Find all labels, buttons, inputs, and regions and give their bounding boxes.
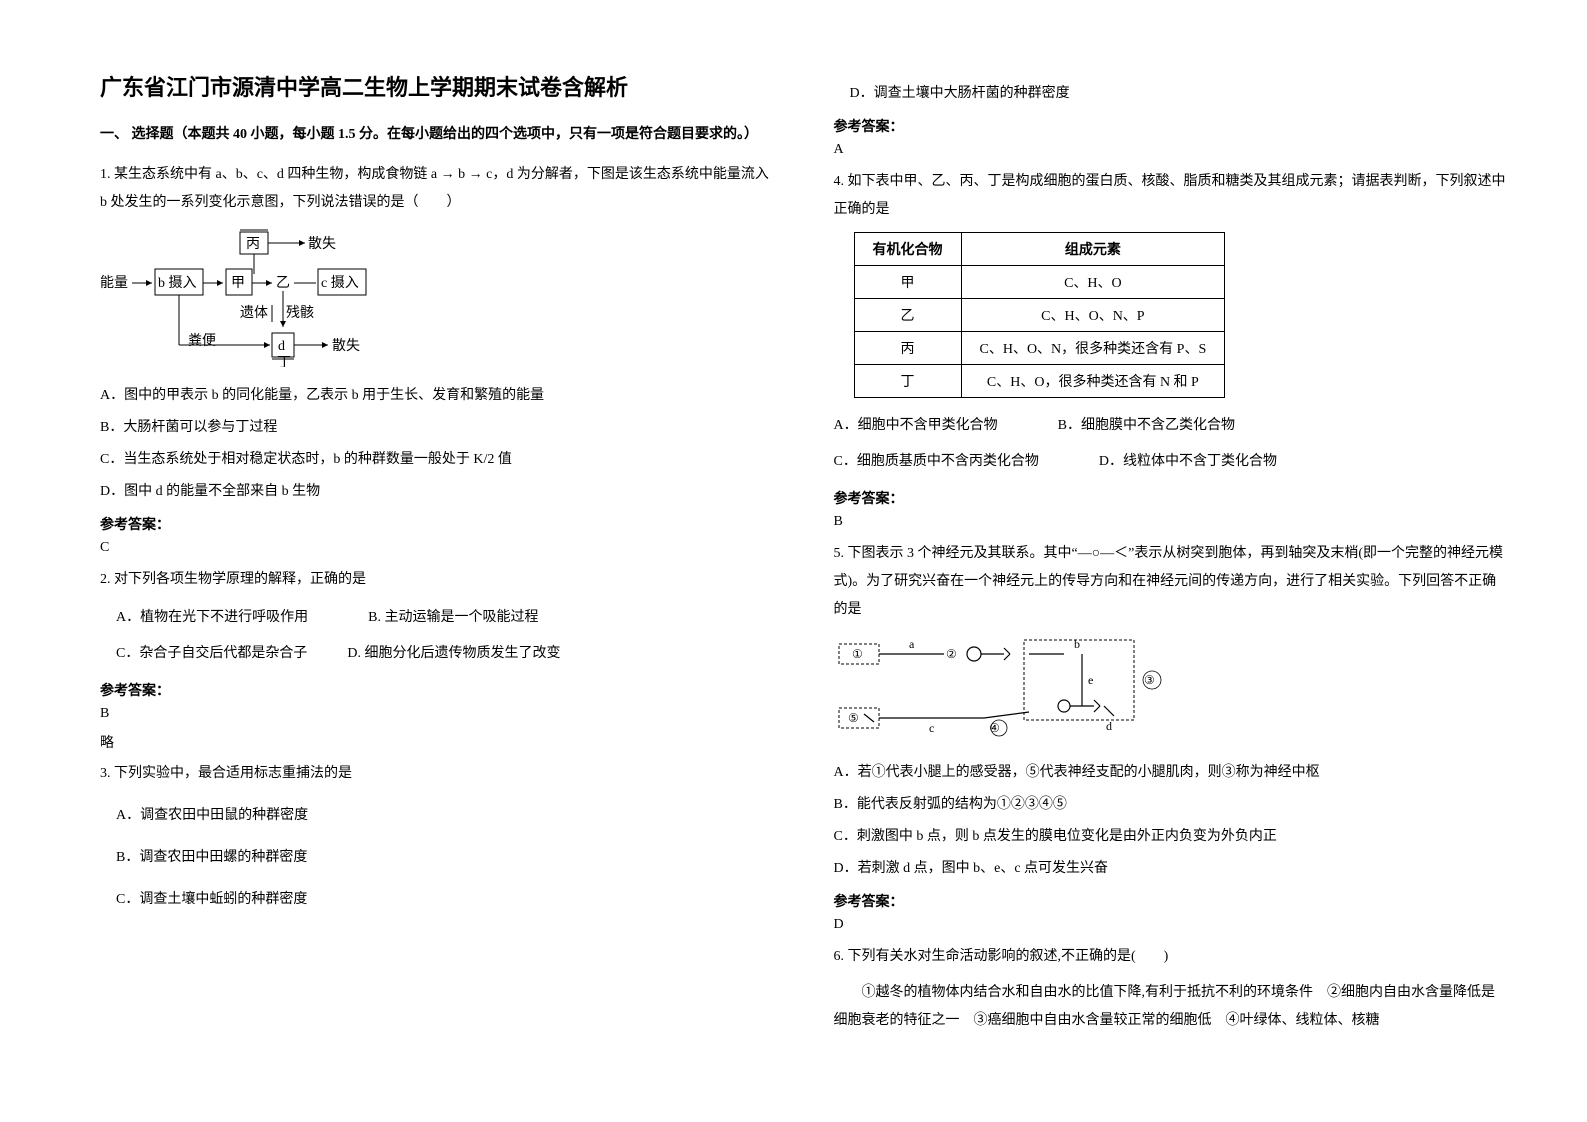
q2-ans-label: 参考答案： (100, 680, 774, 700)
svg-text:粪便: 粪便 (188, 333, 216, 349)
q1-stem: 1. 某生态系统中有 a、b、c、d 四种生物，构成食物链 a → b → c，… (100, 161, 774, 217)
q4-r0c1: C、H、O (961, 266, 1225, 299)
q4-ans-label: 参考答案： (834, 488, 1508, 508)
svg-text:d: d (278, 339, 285, 354)
q1-optC: C．当生态系统处于相对稳定状态时，b 的种群数量一般处于 K/2 值 (100, 446, 774, 474)
q4-ans: B (834, 514, 1508, 530)
svg-text:d: d (1106, 719, 1112, 733)
svg-text:丙: 丙 (246, 237, 260, 252)
q3-optB: B．调查农田中田螺的种群密度 (116, 844, 774, 872)
q5-ans-label: 参考答案： (834, 891, 1508, 911)
q4-r0c0: 甲 (854, 266, 961, 299)
q3-optC: C．调查土壤中蚯蚓的种群密度 (116, 886, 774, 914)
svg-text:e: e (1088, 673, 1093, 687)
svg-text:散失: 散失 (308, 236, 336, 252)
q2-note: 略 (100, 732, 774, 752)
q4-r1c0: 乙 (854, 299, 961, 332)
svg-text:能量: 能量 (100, 275, 128, 291)
q4-r1c1: C、H、O、N、P (961, 299, 1225, 332)
svg-text:a: a (909, 637, 915, 651)
q4-stem: 4. 如下表中甲、乙、丙、丁是构成细胞的蛋白质、核酸、脂质和糖类及其组成元素；请… (834, 168, 1508, 224)
q3-stem: 3. 下列实验中，最合适用标志重捕法的是 (100, 760, 774, 788)
svg-text:c 摄入: c 摄入 (321, 275, 359, 291)
svg-text:b 摄入: b 摄入 (158, 275, 197, 291)
svg-text:③: ③ (1144, 673, 1155, 687)
q4-r2c0: 丙 (854, 332, 961, 365)
q5-optC: C．刺激图中 b 点，则 b 点发生的膜电位变化是由外正内负变为外负内正 (834, 823, 1508, 851)
q3-optA: A．调查农田中田鼠的种群密度 (116, 802, 774, 830)
q2-optD: D. 细胞分化后遗传物质发生了改变 (347, 640, 560, 668)
svg-text:散失: 散失 (332, 338, 360, 354)
q5-stem: 5. 下图表示 3 个神经元及其联系。其中“—○—＜”表示从树突到胞体，再到轴突… (834, 540, 1508, 624)
q4-optD: D．线粒体中不含丁类化合物 (1099, 448, 1277, 476)
q4-optA: A．细胞中不含甲类化合物 (834, 412, 998, 440)
q5-diagram: .t5 { font-family: "SimSun", serif; font… (834, 634, 1508, 749)
svg-text:甲: 甲 (231, 276, 245, 291)
q4-optB: B．细胞膜中不含乙类化合物 (1058, 412, 1235, 440)
q2-optA: A．植物在光下不进行呼吸作用 (116, 604, 308, 632)
q4-r3c1: C、H、O，很多种类还含有 N 和 P (961, 365, 1225, 398)
q1-diagram: .t { font-family: "SimSun", serif; font-… (100, 227, 774, 372)
svg-text:b: b (1074, 637, 1080, 651)
q2-optB: B. 主动运输是一个吸能过程 (368, 604, 538, 632)
q4-th0: 有机化合物 (854, 233, 961, 266)
q3-optD: D．调查土壤中大肠杆菌的种群密度 (850, 80, 1508, 108)
q6-line1: ①越冬的植物体内结合水和自由水的比值下降,有利于抵抗不利的环境条件 ②细胞内自由… (834, 979, 1508, 1035)
svg-text:乙: 乙 (276, 275, 290, 291)
svg-text:①: ① (852, 647, 863, 661)
q4-table: 有机化合物 组成元素 甲 C、H、O 乙 C、H、O、N、P 丙 C、H、O、N… (854, 232, 1226, 398)
q5-optD: D．若刺激 d 点，图中 b、e、c 点可发生兴奋 (834, 855, 1508, 883)
page-title: 广东省江门市源清中学高二生物上学期期末试卷含解析 (100, 70, 774, 102)
svg-text:残骸: 残骸 (286, 305, 314, 321)
q5-optB: B．能代表反射弧的结构为①②③④⑤ (834, 791, 1508, 819)
q5-ans: D (834, 917, 1508, 933)
q3-ans-label: 参考答案： (834, 116, 1508, 136)
q4-r2c1: C、H、O、N，很多种类还含有 P、S (961, 332, 1225, 365)
q1-ans: C (100, 540, 774, 556)
svg-text:遗体: 遗体 (240, 305, 268, 321)
q4-optC: C．细胞质基质中不含丙类化合物 (834, 448, 1039, 476)
svg-text:⑤: ⑤ (848, 711, 859, 725)
q2-ans: B (100, 706, 774, 722)
q4-th1: 组成元素 (961, 233, 1225, 266)
q3-ans: A (834, 142, 1508, 158)
q5-optA: A．若①代表小腿上的感受器，⑤代表神经支配的小腿肌肉，则③称为神经中枢 (834, 759, 1508, 787)
q1-optA: A．图中的甲表示 b 的同化能量，乙表示 b 用于生长、发育和繁殖的能量 (100, 382, 774, 410)
q1-ans-label: 参考答案： (100, 514, 774, 534)
svg-text:丁: 丁 (277, 356, 291, 367)
q2-optC: C．杂合子自交后代都是杂合子 (116, 640, 307, 668)
svg-text:②: ② (946, 647, 957, 661)
q4-r3c0: 丁 (854, 365, 961, 398)
q6-stem: 6. 下列有关水对生命活动影响的叙述,不正确的是( ) (834, 943, 1508, 971)
section-heading: 一、 选择题（本题共 40 小题，每小题 1.5 分。在每小题给出的四个选项中，… (100, 122, 774, 147)
q1-optB: B．大肠杆菌可以参与丁过程 (100, 414, 774, 442)
q1-optD: D．图中 d 的能量不全部来自 b 生物 (100, 478, 774, 506)
svg-text:c: c (929, 721, 934, 735)
q2-stem: 2. 对下列各项生物学原理的解释，正确的是 (100, 566, 774, 594)
